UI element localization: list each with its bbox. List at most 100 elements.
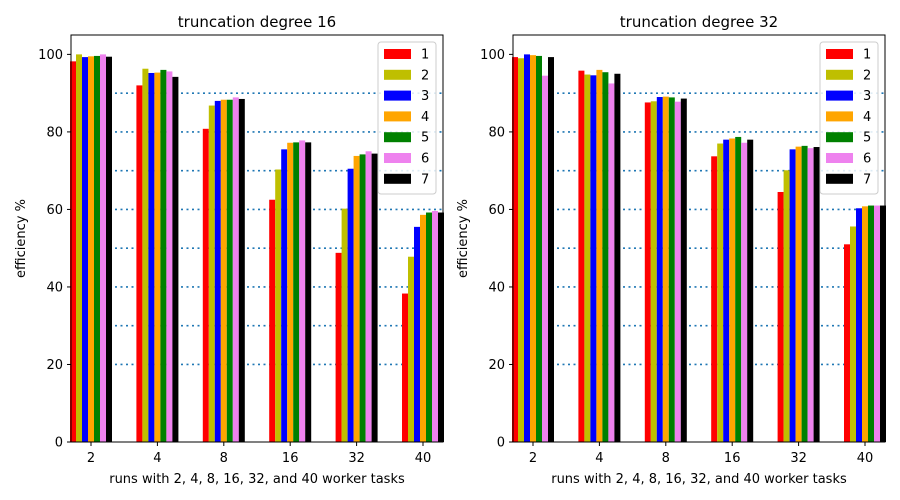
y-tick-label: 20 (488, 358, 505, 373)
bar-series-2-tasks-32 (341, 208, 348, 442)
bar-series-6-tasks-16 (741, 142, 748, 442)
y-tick-label: 0 (497, 436, 505, 451)
bar-series-7-tasks-4 (172, 76, 179, 442)
bar-series-7-tasks-2 (548, 57, 554, 442)
bar-series-4-tasks-2 (530, 55, 536, 442)
bar-series-4-tasks-32 (795, 146, 802, 443)
bar-series-4-tasks-2 (88, 56, 94, 443)
x-tick-label: 40 (415, 451, 432, 466)
bar-series-6-tasks-4 (166, 71, 173, 442)
bar-series-5-tasks-4 (160, 69, 167, 442)
bar-series-3-tasks-8 (214, 100, 221, 443)
legend-swatch-2 (384, 69, 411, 80)
legend-label-2: 2 (421, 68, 429, 83)
bar-series-6-tasks-40 (874, 205, 880, 442)
x-tick-label: 4 (153, 451, 161, 466)
bar-series-4-tasks-32 (353, 155, 360, 443)
bar-series-4-tasks-16 (287, 142, 294, 442)
plot-frame (70, 34, 444, 443)
bar-series-3-tasks-16 (281, 149, 288, 442)
bar-series-5-tasks-40 (426, 212, 432, 442)
legend-label-7: 7 (863, 172, 871, 187)
x-tick-label: 16 (724, 451, 741, 466)
bar-series-5-tasks-16 (735, 136, 742, 443)
legend-label-4: 4 (863, 110, 871, 125)
y-axis-title: efficiency % (14, 199, 29, 278)
legend-label-1: 1 (421, 48, 429, 63)
legend-label-3: 3 (421, 89, 429, 104)
x-axis-title: runs with 2, 4, 8, 16, 32, and 40 worker… (551, 472, 847, 487)
bar-series-5-tasks-4 (602, 72, 609, 442)
x-tick-label: 32 (348, 451, 365, 466)
legend-swatch-7 (384, 173, 411, 184)
bar-series-6-tasks-8 (232, 97, 239, 442)
x-tick-label: 8 (220, 451, 228, 466)
bar-series-3-tasks-40 (414, 226, 420, 442)
bar-series-6-tasks-2 (542, 75, 548, 442)
bar-series-1-tasks-2 (70, 61, 76, 443)
bar-series-1-tasks-40 (844, 244, 850, 442)
x-tick-label: 2 (529, 451, 537, 466)
bar-series-7-tasks-40 (880, 205, 886, 442)
x-tick-label: 32 (790, 451, 807, 466)
y-tick-label: 100 (38, 48, 63, 63)
bar-series-3-tasks-32 (789, 149, 796, 442)
chart-title: truncation degree 16 (178, 13, 336, 31)
legend-swatch-4 (384, 111, 411, 122)
legend-swatch-6 (826, 153, 853, 163)
bar-series-2-tasks-40 (850, 226, 856, 442)
bar-series-7-tasks-40 (438, 212, 444, 442)
legend-swatch-4 (826, 111, 853, 122)
legend-label-1: 1 (863, 48, 871, 63)
y-tick-label: 60 (46, 203, 63, 218)
bar-series-2-tasks-32 (783, 170, 790, 442)
bar-series-4-tasks-40 (420, 214, 426, 442)
bar-series-2-tasks-4 (142, 68, 149, 443)
bar-series-1-tasks-40 (402, 293, 408, 442)
bar-series-6-tasks-16 (299, 140, 306, 443)
legend-label-6: 6 (863, 152, 871, 167)
y-tick-label: 0 (55, 436, 63, 451)
x-tick-label: 2 (87, 451, 95, 466)
bar-series-7-tasks-8 (680, 98, 687, 443)
x-tick-label: 40 (857, 451, 874, 466)
legend-label-5: 5 (421, 131, 429, 146)
y-tick-label: 80 (46, 125, 63, 140)
bar-series-1-tasks-32 (777, 191, 784, 442)
bar-series-5-tasks-2 (94, 55, 100, 442)
bar-series-3-tasks-4 (148, 72, 155, 442)
bar-series-6-tasks-32 (807, 148, 814, 443)
bar-series-6-tasks-32 (365, 151, 372, 443)
bar-series-3-tasks-8 (656, 97, 663, 443)
bar-series-1-tasks-8 (202, 128, 209, 442)
bar-series-2-tasks-16 (275, 169, 282, 442)
bar-series-2-tasks-40 (408, 256, 414, 442)
legend: 1 2 3 4 5 6 7 (819, 41, 879, 195)
bar-series-4-tasks-4 (154, 72, 161, 442)
legend-swatch-5 (826, 132, 853, 143)
y-tick-label: 60 (488, 203, 505, 218)
legend-label-4: 4 (421, 110, 429, 125)
bar-series-3-tasks-4 (590, 75, 597, 442)
bar-series-2-tasks-8 (208, 105, 215, 443)
y-tick-label: 100 (480, 48, 505, 63)
bar-series-5-tasks-16 (293, 142, 300, 442)
bar-series-4-tasks-4 (596, 69, 603, 442)
bar-series-1-tasks-8 (644, 102, 651, 443)
bar-series-5-tasks-32 (801, 145, 808, 442)
x-tick-label: 16 (282, 451, 299, 466)
bar-series-4-tasks-8 (220, 99, 227, 442)
legend-label-2: 2 (863, 68, 871, 83)
bar-series-3-tasks-40 (856, 208, 862, 442)
legend-swatch-5 (384, 132, 411, 143)
y-axis-title: efficiency % (456, 199, 471, 278)
x-tick-label: 4 (595, 451, 603, 466)
legend-swatch-1 (384, 49, 411, 59)
bar-series-5-tasks-8 (668, 97, 675, 442)
chart-title: truncation degree 32 (620, 13, 778, 31)
x-tick-label: 8 (662, 451, 670, 466)
bar-series-7-tasks-2 (106, 56, 112, 442)
bar-series-6-tasks-40 (432, 210, 438, 442)
